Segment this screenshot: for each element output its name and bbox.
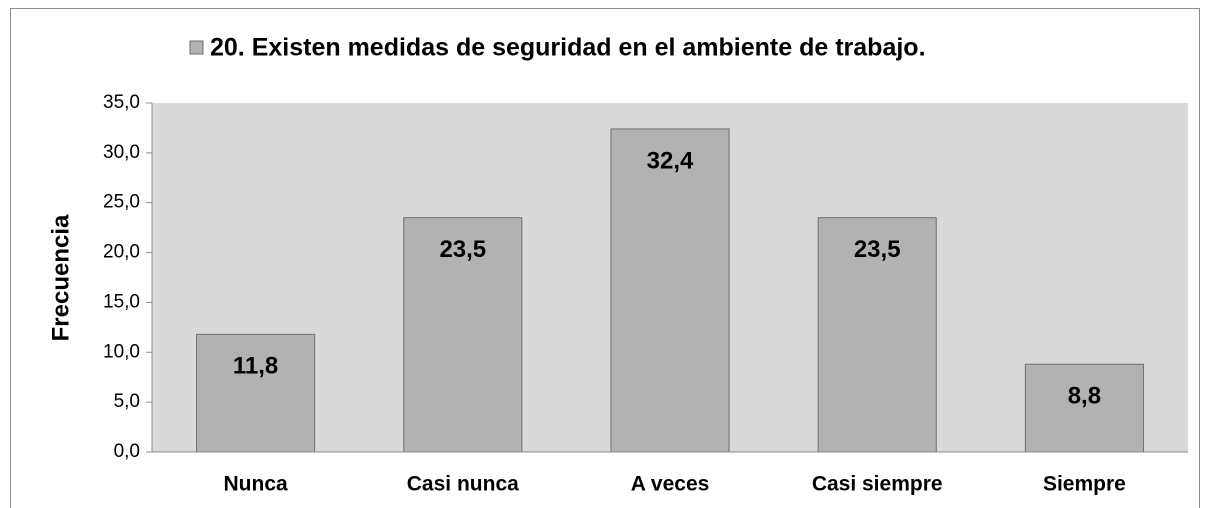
y-axis-label: Frecuencia bbox=[47, 214, 74, 341]
bar bbox=[196, 333, 316, 453]
x-tick-label: A veces bbox=[631, 473, 710, 496]
y-tick-label: 5,0 bbox=[114, 391, 140, 412]
legend-swatch bbox=[189, 40, 204, 55]
x-tick-label: Siempre bbox=[1043, 473, 1126, 496]
y-tick-label: 15,0 bbox=[103, 291, 140, 312]
y-tick-label: 0,0 bbox=[114, 441, 140, 462]
x-tick-label: Nunca bbox=[224, 473, 289, 496]
y-tick-label: 10,0 bbox=[103, 341, 140, 362]
y-tick-label: 35,0 bbox=[103, 92, 140, 113]
bar bbox=[610, 128, 730, 453]
data-label: 32,4 bbox=[647, 147, 694, 174]
legend-label: 20. Existen medidas de seguridad en el a… bbox=[210, 34, 926, 62]
x-tick-label: Casi nunca bbox=[407, 473, 519, 496]
y-tick-label: 30,0 bbox=[103, 142, 140, 163]
y-tick-label: 25,0 bbox=[103, 192, 140, 213]
data-label: 23,5 bbox=[439, 236, 486, 263]
data-label: 11,8 bbox=[233, 353, 278, 380]
bar bbox=[1024, 363, 1144, 453]
y-tick-label: 20,0 bbox=[103, 242, 140, 263]
data-label: 23,5 bbox=[854, 236, 901, 263]
data-label: 8,8 bbox=[1068, 383, 1101, 410]
x-tick-label: Casi siempre bbox=[812, 473, 943, 496]
